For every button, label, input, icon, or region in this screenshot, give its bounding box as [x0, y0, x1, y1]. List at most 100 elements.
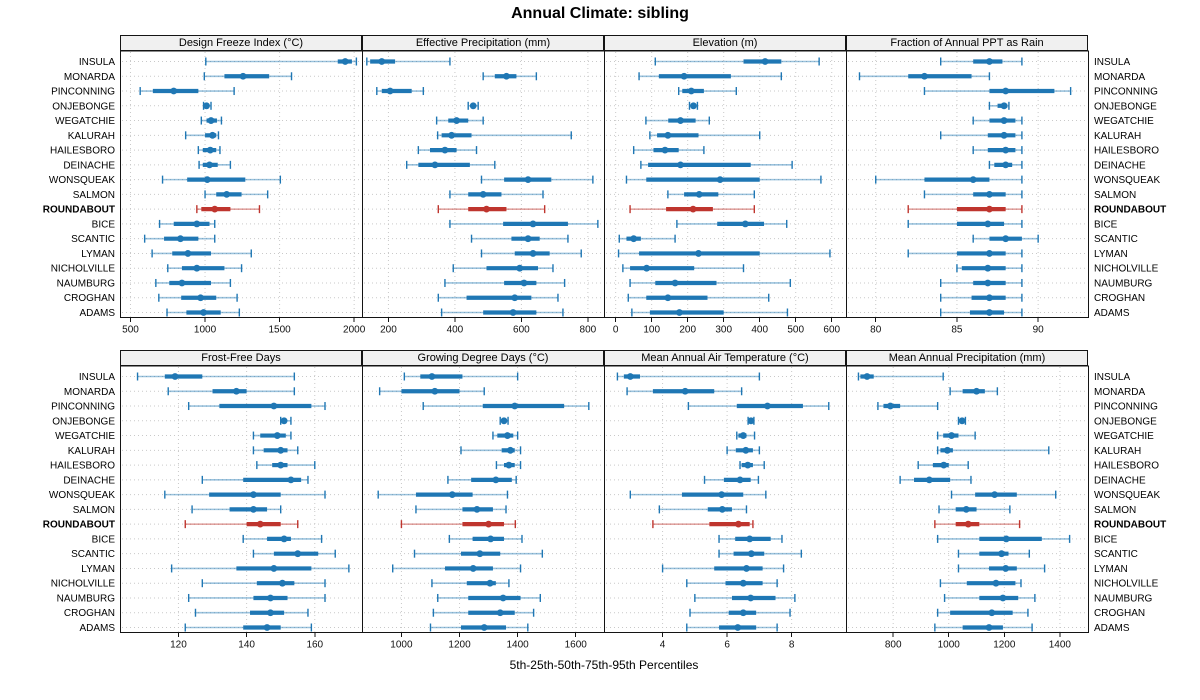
percentile-row	[939, 579, 1022, 588]
station-label-left: KALURAH	[68, 131, 115, 142]
percentile-row	[703, 475, 760, 484]
station-label-left: SCANTIC	[71, 549, 115, 560]
axis-tick-label: 8	[789, 640, 795, 651]
percentile-row	[161, 175, 282, 184]
median-dot	[448, 131, 455, 139]
axis-tick-label: 1400	[507, 640, 530, 651]
station-label-left: LYMAN	[81, 249, 115, 260]
median-dot	[287, 476, 295, 484]
station-label-left: SCANTIC	[71, 234, 115, 245]
median-dot	[524, 235, 532, 243]
percentile-row	[940, 308, 1023, 317]
percentile-row	[686, 623, 778, 632]
axis-tick-label: 300	[715, 325, 732, 336]
percentile-row	[444, 278, 566, 287]
percentile-row	[943, 593, 1036, 602]
axis-tick-label: 600	[513, 325, 530, 336]
percentile-row	[437, 593, 541, 602]
station-label-left: HAILESBORO	[50, 146, 115, 157]
station-label-right: ADAMS	[1094, 308, 1130, 319]
percentile-row	[857, 372, 944, 381]
station-label-left: NAUMBURG	[57, 593, 116, 604]
percentile-row	[203, 72, 293, 81]
station-label-left: PINCONNING	[51, 402, 115, 413]
median-dot	[170, 87, 178, 95]
median-dot	[193, 220, 201, 228]
panel-header: Design Freeze Index (°C)	[120, 35, 362, 51]
median-dot	[483, 205, 490, 213]
median-dot	[1000, 102, 1008, 110]
percentile-row	[858, 72, 991, 81]
axis-tick-label: 400	[751, 325, 768, 336]
axis-tick-label: 1200	[448, 640, 471, 651]
median-dot	[744, 461, 752, 469]
median-dot	[480, 624, 488, 631]
station-label-right: NICHOLVILLE	[1094, 264, 1159, 275]
median-dot	[999, 594, 1007, 602]
median-dot	[267, 609, 274, 617]
percentile-row	[196, 205, 261, 214]
median-dot	[469, 102, 477, 110]
station-label-right: KALURAH	[1094, 131, 1141, 142]
percentile-row	[242, 534, 323, 543]
median-dot	[718, 505, 726, 513]
percentile-row	[694, 593, 796, 602]
panel-header: Elevation (m)	[604, 35, 846, 51]
median-dot	[863, 373, 871, 380]
percentile-row	[940, 57, 1023, 66]
percentile-row	[417, 146, 478, 155]
axis-tick-label: 1200	[993, 640, 1016, 651]
percentile-row	[184, 131, 220, 140]
median-dot	[453, 117, 460, 124]
median-dot	[280, 535, 288, 543]
station-label-right: ONJEBONGE	[1094, 101, 1157, 112]
percentile-row	[936, 446, 1050, 455]
median-dot	[506, 446, 514, 454]
station-label-right: LYMAN	[1094, 249, 1128, 260]
percentile-row	[467, 101, 479, 110]
station-label-left: HAILESBORO	[50, 461, 115, 472]
median-dot	[529, 250, 537, 257]
median-dot	[211, 205, 219, 213]
median-dot	[984, 264, 992, 272]
axis-tick-label: 6	[724, 640, 730, 651]
median-dot	[761, 58, 769, 65]
percentile-row	[652, 520, 754, 529]
median-dot	[735, 520, 742, 528]
median-dot	[492, 476, 500, 484]
median-dot	[695, 250, 702, 257]
median-dot	[1002, 535, 1010, 543]
station-label-right: ADAMS	[1094, 623, 1130, 634]
median-dot	[746, 535, 754, 543]
axis-tick-label: 4	[660, 640, 666, 651]
station-label-left: WEGATCHIE	[55, 431, 115, 442]
median-dot	[718, 491, 726, 499]
station-label-right: NAUMBURG	[1094, 278, 1153, 289]
median-dot	[277, 461, 285, 469]
median-dot	[485, 520, 492, 528]
percentile-row	[151, 249, 252, 258]
axis-tick-label: 0	[613, 325, 619, 336]
panel: 500 1000 1500 2000	[120, 50, 366, 336]
percentile-row	[201, 579, 326, 588]
median-dot	[1002, 235, 1010, 243]
median-dot	[441, 146, 449, 154]
percentile-row	[957, 564, 1046, 573]
percentile-row	[139, 87, 235, 96]
median-dot	[986, 190, 993, 198]
percentile-row	[378, 387, 485, 396]
station-label-left: WONSQUEAK	[49, 175, 115, 186]
percentile-row	[492, 431, 519, 440]
percentile-row	[460, 446, 522, 455]
station-label-right: LYMAN	[1094, 564, 1128, 575]
median-dot	[487, 535, 495, 543]
median-dot	[736, 476, 744, 484]
percentile-row	[736, 431, 756, 440]
median-dot	[232, 387, 240, 395]
percentile-row	[198, 160, 232, 169]
percentile-row	[677, 87, 738, 96]
percentile-row	[448, 534, 523, 543]
median-dot	[428, 373, 436, 380]
percentile-row	[482, 72, 538, 81]
median-dot	[431, 161, 439, 169]
